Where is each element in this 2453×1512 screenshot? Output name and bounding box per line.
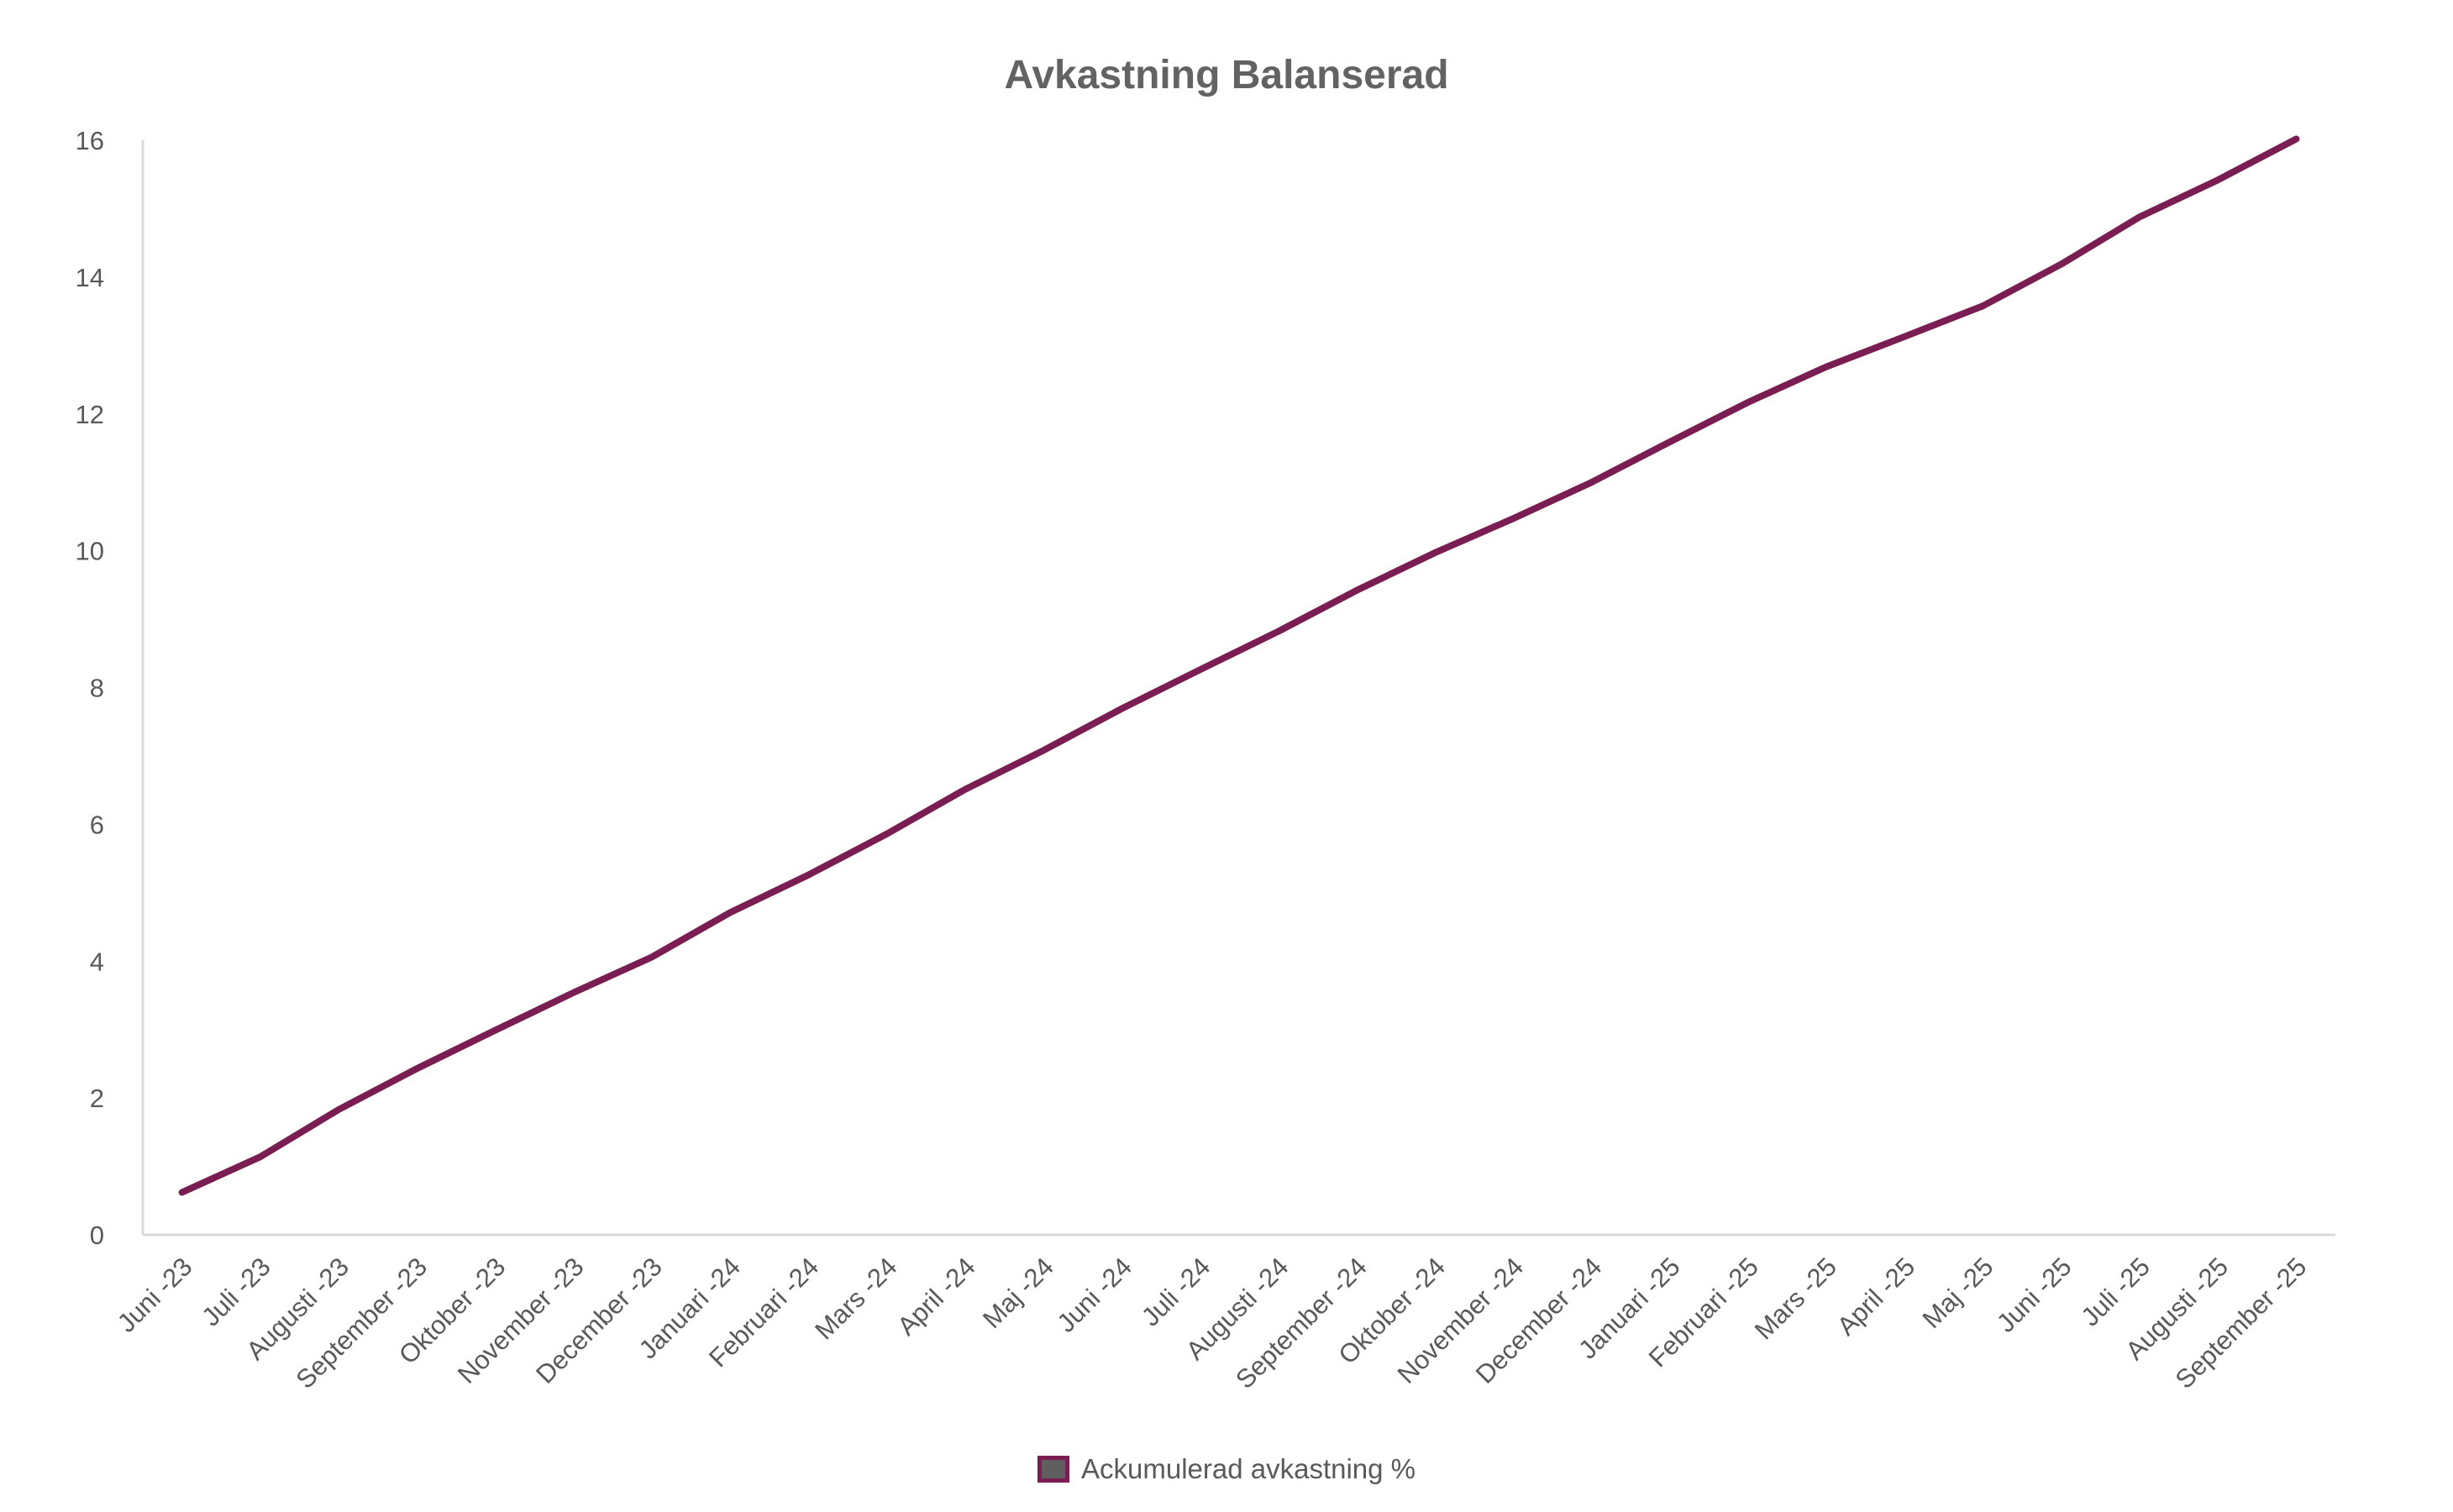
x-tick-label: April -24 xyxy=(891,1252,980,1341)
series-layer xyxy=(178,135,2300,1196)
legend-label: Ackumulerad avkastning % xyxy=(1080,1453,1416,1484)
x-tick-label: April -25 xyxy=(1831,1252,1920,1341)
x-tick-label: Juni -23 xyxy=(112,1252,198,1338)
y-tick-label: 4 xyxy=(90,947,104,976)
x-tick-label: Juli -23 xyxy=(196,1252,276,1331)
chart-title: Avkastning Balanserad xyxy=(1004,53,1449,97)
series-line-ackumulerad-avkastning xyxy=(178,135,2300,1196)
legend-swatch xyxy=(1037,1456,1069,1483)
x-tick-label: Juni -24 xyxy=(1051,1252,1137,1338)
y-axis-ticks: 0 2 4 6 8 10 12 14 16 xyxy=(76,126,104,1250)
x-tick-label: Juni -25 xyxy=(1991,1252,2077,1338)
y-tick-label: 8 xyxy=(90,674,104,703)
x-tick-label: Maj -25 xyxy=(1917,1252,1999,1334)
y-tick-label: 14 xyxy=(76,263,104,292)
x-tick-label: Mars -25 xyxy=(1749,1252,1842,1345)
y-tick-label: 10 xyxy=(76,537,104,566)
legend: Ackumulerad avkastning % xyxy=(0,1453,2453,1485)
y-tick-label: 2 xyxy=(90,1084,104,1113)
y-tick-label: 16 xyxy=(76,126,104,155)
x-tick-label: Juli -25 xyxy=(2075,1252,2155,1331)
y-tick-label: 6 xyxy=(90,810,104,839)
x-tick-label: Maj -24 xyxy=(977,1252,1059,1334)
y-tick-label: 0 xyxy=(90,1221,104,1250)
y-tick-label: 12 xyxy=(76,400,104,429)
x-tick-label: Juli -24 xyxy=(1136,1252,1216,1331)
x-tick-label: Mars -24 xyxy=(809,1252,902,1345)
